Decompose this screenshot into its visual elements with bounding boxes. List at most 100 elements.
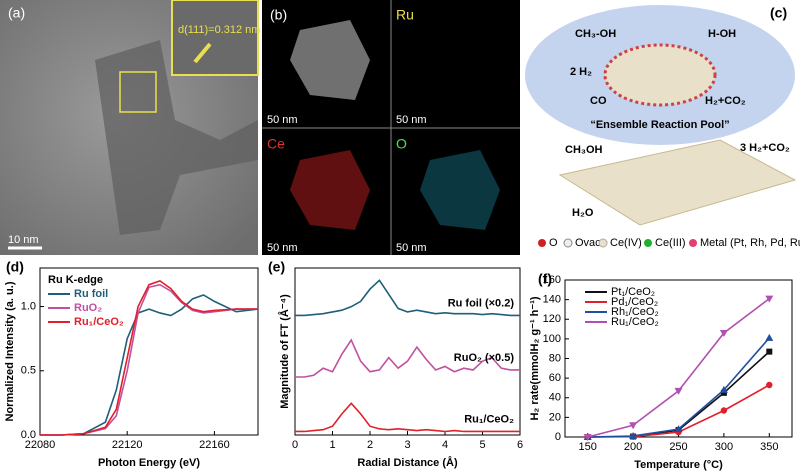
label: 3 H₂+CO₂ [740,142,790,154]
d-spacing: d(111)=0.312 nm [178,24,260,36]
x-tick-label: 200 [624,441,642,453]
legend-text: Pt₁/CeO₂ [611,286,655,298]
series-line [295,338,520,378]
y-tick-label: 0 [555,431,561,443]
legend-text: Pd₁/CeO₂ [611,296,658,308]
map-label: O [396,136,407,152]
legend-swatch [644,239,652,247]
series-line [40,279,258,436]
legend-text: Ru foil [74,288,108,300]
series-line [295,279,520,317]
x-tick-label: 250 [669,441,687,453]
surface [558,139,797,226]
pool-caption: “Ensemble Reaction Pool” [590,119,729,131]
x-tick-label: 300 [715,441,733,453]
marker [765,333,774,341]
legend: O Ovac Ce(IV) Ce(III) Metal (Pt, Rh, Pd,… [538,237,800,249]
label: CH₃-OH [575,28,616,40]
marker [766,381,773,389]
legend-text: Rh₁/CeO₂ [611,306,659,318]
x-tick-label: 22080 [25,439,56,451]
y-axis-label: H₂ rate(mmolH₂ g⁻¹ h⁻¹) [529,296,541,420]
scale-text: 50 nm [396,242,427,254]
x-tick-label: 5 [479,439,485,451]
plot-frame [564,279,793,438]
series-line [295,402,520,433]
plot-frame [39,267,259,436]
x-tick-label: 4 [442,439,448,451]
marker [719,329,728,337]
haadf-particle [290,20,370,100]
x-tick-label: 0 [292,439,298,451]
x-axis-label: Temperature (°C) [634,459,723,471]
series-line [587,337,770,438]
o-map [420,150,500,230]
y-tick-label: 0.0 [21,429,36,441]
x-tick-label: 3 [404,439,410,451]
panel-label: (f) [538,271,552,287]
y-tick-label: 140 [543,294,561,306]
panel-label: (a) [8,5,25,21]
marker [629,432,638,440]
x-tick-label: 6 [517,439,523,451]
panel-label: (d) [6,259,24,275]
legend-text: Ce(IV) [610,237,642,249]
marker [583,434,592,441]
particle [95,40,258,235]
legend-swatch [563,238,573,248]
scale-text: 10 nm [8,234,39,246]
marker [629,422,638,430]
panel-label: (b) [270,7,287,23]
scale-text: 50 nm [396,114,427,126]
legend-text: Ce(III) [655,237,686,249]
legend-title: Ru K-edge [48,274,103,286]
legend-text: O [549,237,558,249]
panel-label: (c) [770,5,787,21]
y-tick-label: 1.0 [21,300,36,312]
label: CH₃OH [565,144,603,156]
marker [720,407,728,414]
legend-swatch [598,238,608,248]
label: H₂O [572,207,594,219]
scale-text: 50 nm [267,114,298,126]
label: CO [590,95,607,107]
marker [765,295,774,303]
y-axis-label: Magnitude of FT (Å⁻⁴) [278,294,291,409]
series-label: RuO₂ (×0.5) [454,352,515,364]
label: H-OH [708,28,736,40]
ce-map [290,150,370,230]
marker [674,387,683,395]
series-line [40,294,259,436]
panel-label: (e) [268,259,285,275]
legend-swatch [689,239,697,247]
label: H₂+CO₂ [705,95,746,107]
panel-b: (b) Ru Ce O 50 nm 50 nm 50 nm 50 nm [262,0,520,255]
select-box [119,71,157,113]
y-tick-label: 100 [543,333,561,345]
inset [171,0,259,76]
y-tick-label: 60 [549,372,561,384]
x-tick-label: 2 [367,439,373,451]
panel-c: (c) CH₃-OH H-OH 2 H₂ CO H₂+CO₂ “Ensemble… [525,5,800,249]
lattice-marker [193,42,212,64]
panel-a: d(111)=0.312 nm (a) 10 nm [0,0,260,255]
legend-text: RuO₂ [74,302,102,314]
x-axis-label: Radial Distance (Å) [357,456,458,469]
map-label: Ce [267,136,285,152]
y-tick-label: 40 [549,392,561,404]
y-tick-label: 80 [549,352,561,364]
y-tick-label: 20 [549,411,561,423]
cluster [603,43,717,107]
legend-text: Ovac [575,237,601,249]
x-tick-label: 150 [579,441,597,453]
label: 2 H₂ [570,66,592,78]
y-tick-label: 120 [543,313,561,325]
x-tick-label: 350 [760,441,778,453]
y-tick-label: 160 [543,274,561,286]
marker [766,348,773,355]
x-tick-label: 1 [329,439,335,451]
marker [719,385,728,393]
marker [674,425,683,433]
legend-swatch [538,239,546,247]
